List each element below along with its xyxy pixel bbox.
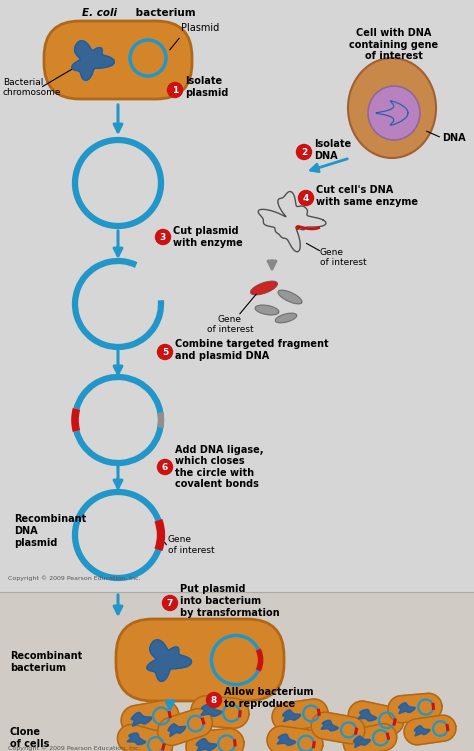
Text: Cell with DNA
containing gene
of interest: Cell with DNA containing gene of interes…: [349, 28, 438, 61]
Circle shape: [163, 596, 177, 611]
Text: 1: 1: [172, 86, 178, 95]
Text: Gene
of interest: Gene of interest: [320, 248, 366, 267]
Polygon shape: [118, 725, 173, 751]
Text: Clone
of cells: Clone of cells: [10, 727, 49, 749]
Polygon shape: [191, 695, 249, 728]
Circle shape: [207, 692, 221, 707]
Polygon shape: [128, 733, 146, 744]
Polygon shape: [283, 710, 301, 722]
Polygon shape: [72, 41, 114, 80]
Text: Recombinant
DNA
plasmid: Recombinant DNA plasmid: [14, 514, 86, 547]
Polygon shape: [147, 640, 191, 681]
Polygon shape: [354, 736, 370, 747]
Text: Copyright © 2009 Pearson Education, Inc.: Copyright © 2009 Pearson Education, Inc.: [8, 745, 140, 751]
Polygon shape: [399, 703, 415, 713]
Text: Gene
of interest: Gene of interest: [168, 535, 215, 555]
Text: Isolate
plasmid: Isolate plasmid: [185, 76, 228, 98]
Polygon shape: [131, 713, 152, 726]
Text: Put plasmid
into bacterium
by transformation: Put plasmid into bacterium by transforma…: [180, 584, 280, 617]
Polygon shape: [168, 724, 186, 736]
Text: Cut cell's DNA
with same enzyme: Cut cell's DNA with same enzyme: [316, 185, 418, 207]
Polygon shape: [321, 720, 338, 731]
Circle shape: [155, 230, 171, 245]
Polygon shape: [311, 712, 365, 743]
Text: Add DNA ligase,
which closes
the circle with
covalent bonds: Add DNA ligase, which closes the circle …: [175, 445, 264, 490]
Polygon shape: [186, 728, 244, 751]
Polygon shape: [158, 709, 212, 745]
Polygon shape: [358, 710, 377, 721]
Circle shape: [297, 144, 311, 159]
Polygon shape: [267, 726, 323, 751]
Text: Copyright © 2009 Pearson Education, Inc.: Copyright © 2009 Pearson Education, Inc.: [8, 575, 140, 581]
FancyBboxPatch shape: [116, 619, 284, 701]
Polygon shape: [278, 290, 302, 304]
Circle shape: [157, 460, 173, 475]
Text: E. coli: E. coli: [82, 8, 118, 18]
Text: 4: 4: [303, 194, 309, 203]
Text: bacterium: bacterium: [132, 8, 196, 18]
Text: Combine targeted fragment
and plasmid DNA: Combine targeted fragment and plasmid DN…: [175, 339, 328, 360]
Polygon shape: [196, 738, 217, 751]
Text: Recombinant
bacterium: Recombinant bacterium: [10, 651, 82, 673]
Polygon shape: [275, 313, 297, 323]
Text: Isolate
DNA: Isolate DNA: [314, 139, 351, 161]
Text: 7: 7: [167, 599, 173, 608]
Ellipse shape: [368, 86, 420, 140]
Polygon shape: [255, 305, 279, 315]
Text: Bacterial
chromosome: Bacterial chromosome: [3, 78, 62, 98]
Text: Gene
of interest: Gene of interest: [207, 315, 253, 334]
Circle shape: [157, 345, 173, 360]
Text: 6: 6: [162, 463, 168, 472]
Bar: [0, 0, 474, 592]
Text: Allow bacterium
to reproduce: Allow bacterium to reproduce: [224, 687, 313, 709]
Polygon shape: [404, 715, 456, 745]
Text: DNA: DNA: [442, 133, 465, 143]
Polygon shape: [414, 725, 430, 736]
Circle shape: [299, 191, 313, 206]
Circle shape: [167, 83, 182, 98]
Polygon shape: [201, 704, 222, 716]
Ellipse shape: [348, 58, 436, 158]
Polygon shape: [272, 699, 328, 731]
Text: Cut plasmid
with enzyme: Cut plasmid with enzyme: [173, 226, 243, 248]
Text: Plasmid: Plasmid: [181, 23, 219, 33]
Polygon shape: [277, 734, 296, 746]
Text: 2: 2: [301, 148, 307, 157]
Polygon shape: [343, 724, 397, 751]
Polygon shape: [388, 693, 442, 722]
Text: 8: 8: [211, 696, 217, 705]
Text: 5: 5: [162, 348, 168, 357]
Polygon shape: [251, 282, 277, 294]
Bar: [0, 592, 474, 751]
Polygon shape: [121, 701, 179, 735]
Polygon shape: [348, 701, 404, 735]
Text: 3: 3: [160, 233, 166, 242]
FancyBboxPatch shape: [44, 21, 192, 99]
